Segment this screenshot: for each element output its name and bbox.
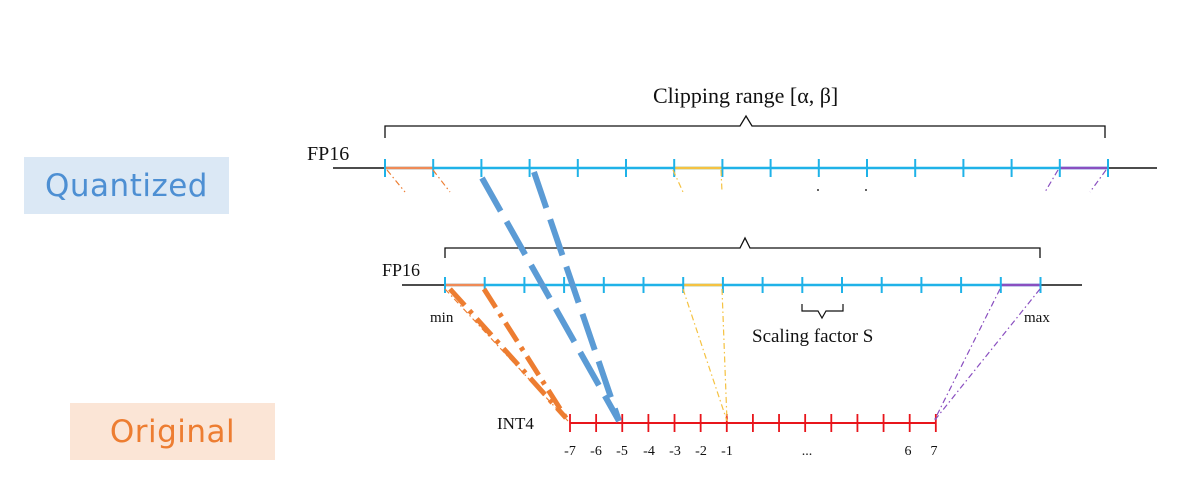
fp16-mid-axis — [402, 277, 1082, 293]
int4-tick-label: -4 — [643, 444, 655, 459]
int4-tick-labels: -7 -6 -5 -4 -3 -2 -1... 6 7 — [564, 444, 937, 459]
quantized-label: Quantized — [24, 157, 229, 214]
guide-purple-1 — [1044, 169, 1059, 193]
int4-tick-label: -1 — [721, 444, 733, 459]
scaling-factor-brace — [801, 304, 844, 320]
guide-orange-1 — [386, 169, 406, 193]
dot-top-1 — [817, 189, 819, 191]
clipping-range-brace — [384, 114, 1106, 138]
blue-arrow-1 — [479, 176, 622, 423]
int4-tick-label: 7 — [931, 444, 938, 459]
blue-arrow-2 — [531, 171, 622, 422]
guide-purple-3 — [933, 288, 1001, 422]
blue-arrows — [479, 171, 622, 423]
guide-yellow-1 — [672, 169, 684, 193]
int4-axis — [569, 414, 937, 432]
projection-guides — [386, 169, 1107, 422]
guide-yellow-4 — [721, 288, 728, 422]
fp16-top-label: FP16 — [307, 143, 349, 165]
int4-tick-label: ... — [802, 444, 813, 459]
guide-orange-2 — [432, 169, 451, 193]
dot-top-2 — [865, 189, 867, 191]
int4-tick-label: -3 — [669, 444, 681, 459]
int4-tick-label: -2 — [695, 444, 707, 459]
guide-purple-4 — [933, 288, 1041, 422]
clipping-range-label: Clipping range [α, β] — [653, 83, 838, 108]
int4-tick-label: -6 — [590, 444, 602, 459]
int4-tick-label: -7 — [564, 444, 576, 459]
guide-yellow-2 — [720, 169, 723, 193]
min-label: min — [430, 310, 454, 326]
int4-label: INT4 — [497, 414, 534, 433]
max-label: max — [1024, 310, 1050, 326]
orange-arrow-1 — [448, 287, 568, 420]
orange-arrows — [448, 287, 569, 420]
fp16-top-axis — [333, 159, 1157, 177]
int4-tick-label: -5 — [616, 444, 628, 459]
fp16-mid-label: FP16 — [382, 260, 420, 280]
guide-yellow-3 — [682, 288, 728, 422]
int4-tick-label: 6 — [905, 444, 912, 459]
orange-arrow-2 — [481, 287, 569, 420]
middle-brace — [444, 236, 1041, 258]
guide-purple-2 — [1089, 169, 1107, 193]
scaling-factor-label: Scaling factor S — [752, 326, 873, 347]
original-label: Original — [70, 403, 275, 460]
